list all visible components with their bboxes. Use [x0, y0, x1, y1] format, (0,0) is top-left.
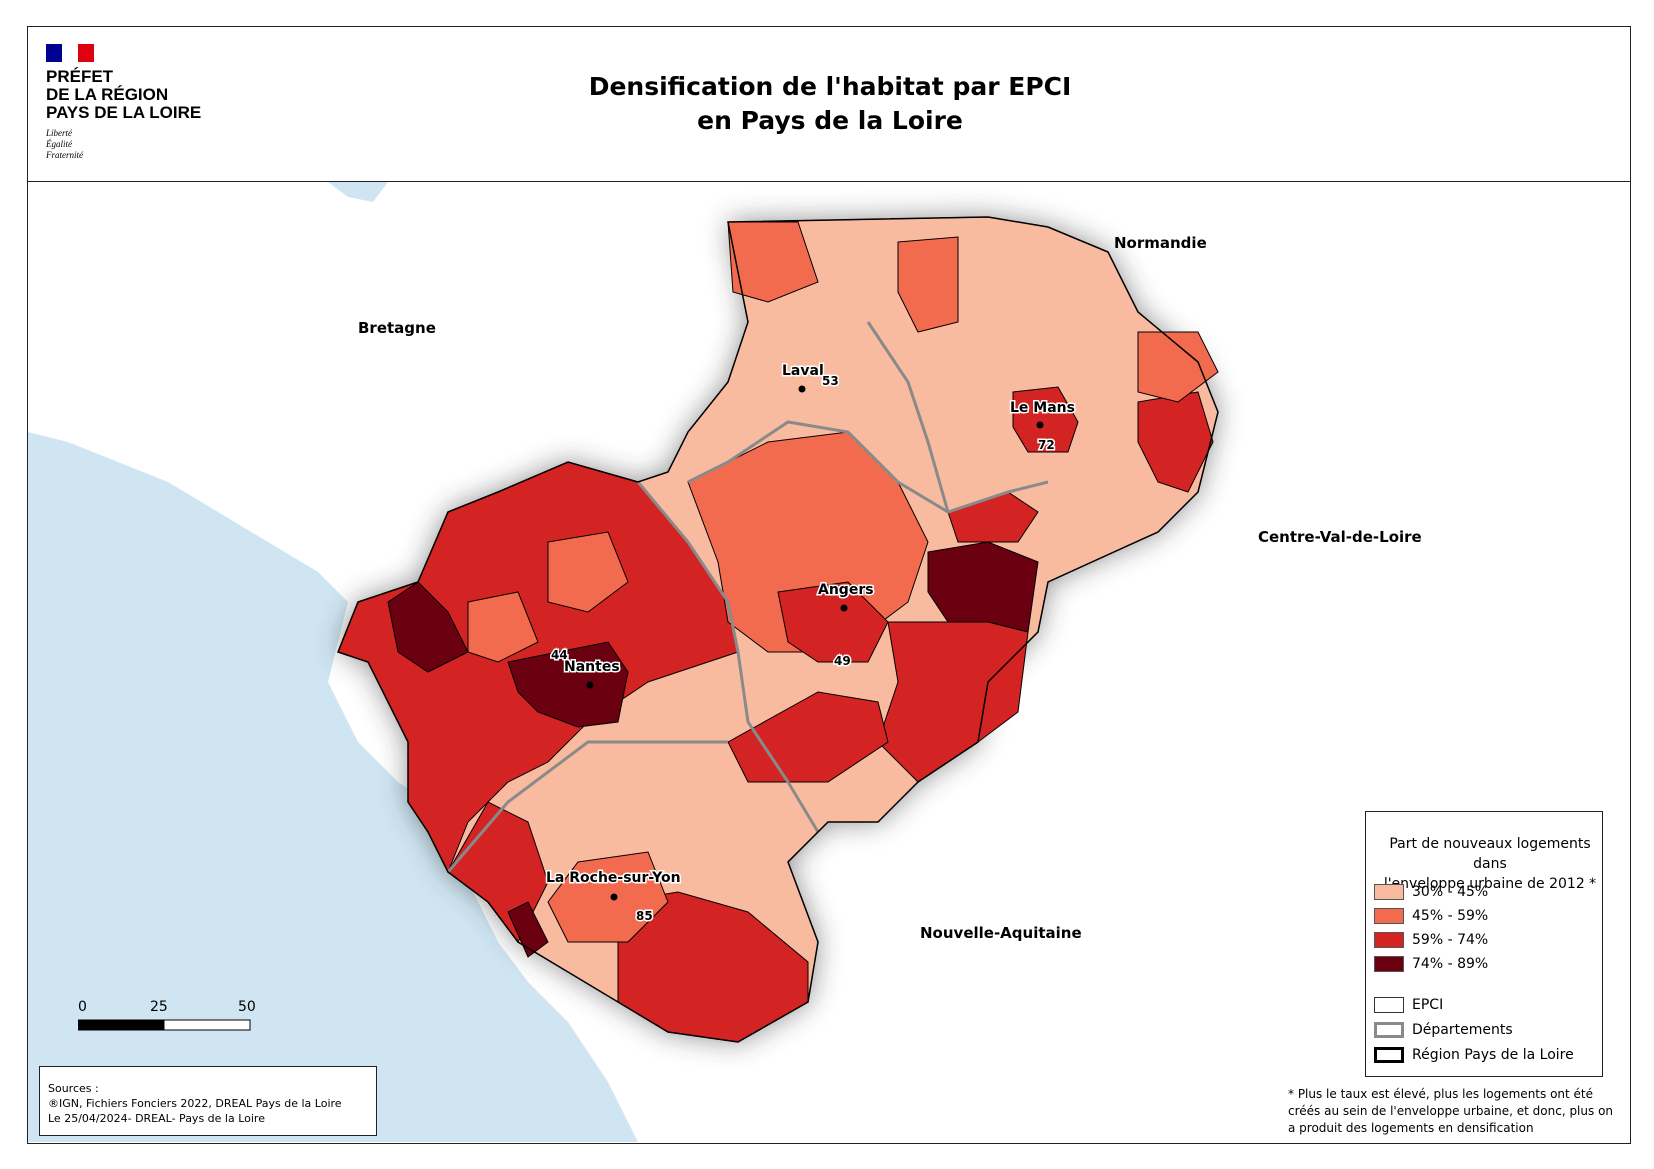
epci-le-mans-c3[interactable] — [1012, 386, 1079, 453]
nantes-label: Nantes — [564, 659, 620, 675]
legend-item-c4: 74% - 89% — [1374, 956, 1488, 972]
dep-border — [687, 420, 1049, 514]
epci-mayenne-c2[interactable] — [727, 221, 819, 303]
epci-nantes-c4[interactable] — [507, 641, 629, 728]
motto: Liberté Égalité Fraternité — [46, 128, 83, 160]
header — [27, 26, 1631, 182]
epci-vendee-c4[interactable] — [507, 901, 549, 958]
french-flag-icon — [46, 44, 94, 62]
angers-label: Angers — [818, 582, 874, 598]
legend-item-c3: 59% - 74% — [1374, 932, 1488, 948]
angers-dot — [840, 604, 848, 612]
legend-title: Part de nouveaux logements dans l'envelo… — [1383, 836, 1597, 892]
dep-49-label: 49 — [834, 654, 851, 668]
sources-box: Sources : ®IGN, Fichiers Fonciers 2022, … — [39, 1066, 377, 1136]
dep-85-label: 85 — [636, 909, 653, 923]
epci-angers-c3[interactable] — [777, 581, 889, 663]
normandie-label: Normandie — [1114, 234, 1207, 252]
le-mans-dot — [1036, 421, 1044, 429]
legend-swatch — [1374, 932, 1404, 948]
la-roche-dot — [610, 893, 618, 901]
legend-swatch — [1374, 884, 1404, 900]
footnote: * Plus le taux est élevé, plus les logem… — [1288, 1087, 1614, 1135]
epci-mel-se-c3[interactable] — [877, 621, 1029, 783]
legend-item-epci: EPCI — [1374, 997, 1443, 1013]
dep-border-2 — [636, 481, 820, 833]
epci-sarthe-ne-c2[interactable] — [1137, 331, 1219, 403]
legend-item-region: Région Pays de la Loire — [1374, 1047, 1574, 1063]
nantes-dot — [586, 681, 594, 689]
region-outline — [337, 216, 1219, 1043]
le-mans-label: Le Mans — [1010, 400, 1075, 416]
map-svg: Laval 53 Le Mans 72 Angers 49 Nantes 44 … — [28, 182, 1219, 1142]
laval-dot — [798, 385, 806, 393]
sea — [28, 432, 638, 1142]
scale-tick-50: 50 km — [238, 999, 258, 1015]
legend-swatch — [1374, 908, 1404, 924]
dep-border-3 — [446, 740, 728, 873]
logo-text: PRÉFET DE LA RÉGION PAYS DE LA LOIRE — [46, 67, 202, 122]
scale-bar: 0 25 50 km — [77, 998, 282, 1038]
aquitaine-label: Nouvelle-Aquitaine — [920, 924, 1082, 942]
epci-la-c2-b[interactable] — [467, 591, 539, 663]
bretagne-label: Bretagne — [358, 319, 436, 337]
dep-72-label: 72 — [1038, 438, 1055, 452]
epci-mayenne-c2-b[interactable] — [897, 236, 959, 333]
legend-swatch — [1374, 1022, 1404, 1038]
epci-vendee-c2[interactable] — [547, 851, 669, 943]
map[interactable]: Laval 53 Le Mans 72 Angers 49 Nantes 44 … — [28, 182, 1630, 1142]
dep-border-4 — [866, 321, 950, 513]
sea-north — [328, 182, 388, 202]
legend-item-c1: 30% - 45% — [1374, 884, 1488, 900]
epci-sarthe-east-c3[interactable] — [1137, 391, 1214, 493]
legend-swatch — [1374, 997, 1404, 1013]
legend-swatch — [1374, 956, 1404, 972]
page-title: Densification de l'habitat par EPCI en P… — [588, 72, 1072, 135]
dep-44-label: 44 — [551, 648, 568, 662]
laval-label: Laval — [782, 363, 824, 379]
legend: Part de nouveaux logements dans l'envelo… — [1365, 811, 1603, 1077]
legend-item-departements: Départements — [1374, 1022, 1513, 1038]
epci-la-c2-a[interactable] — [547, 531, 629, 613]
centre-label: Centre-Val-de-Loire — [1258, 528, 1422, 546]
prefecture-logo: PRÉFET DE LA RÉGION PAYS DE LA LOIRE Lib… — [46, 44, 216, 164]
legend-item-c2: 45% - 59% — [1374, 908, 1488, 924]
dep-53-label: 53 — [822, 374, 839, 388]
scale-tick-0: 0 — [78, 999, 87, 1015]
epci-cholet-c3[interactable] — [727, 691, 889, 783]
scale-tick-25: 25 — [150, 999, 168, 1015]
epci-maine-et-loire-c2[interactable] — [687, 431, 929, 653]
legend-swatch — [1374, 1047, 1404, 1063]
page-frame — [27, 26, 1631, 1144]
la-roche-label: La Roche-sur-Yon — [546, 870, 681, 886]
